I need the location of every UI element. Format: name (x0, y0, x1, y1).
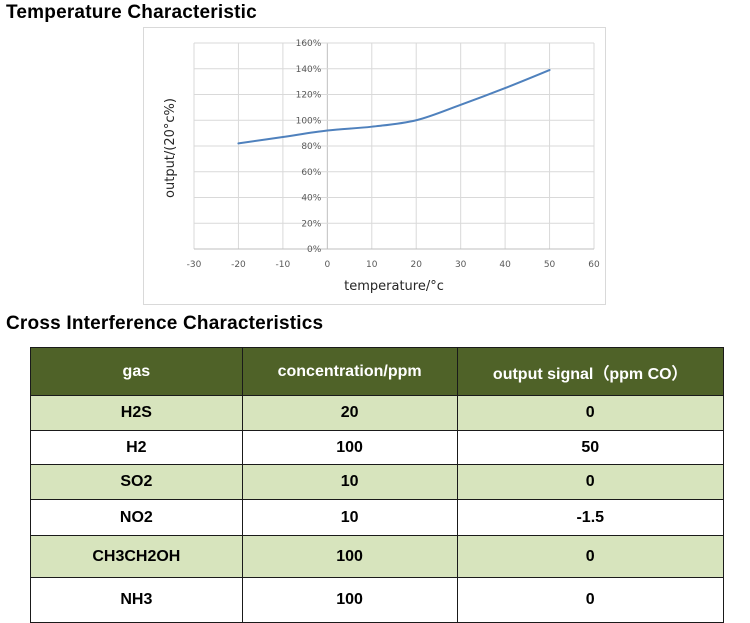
y-tick-label: 0% (307, 245, 322, 255)
table-row: H2S 20 0 (30, 395, 725, 431)
x-tick-label: 60 (588, 260, 600, 270)
y-tick-label: 80% (301, 142, 321, 152)
cell-concentration: 10 (241, 499, 458, 536)
y-tick-label: 120% (296, 91, 322, 101)
cross-interference-table: gas concentration/ppm output signal（ppm … (30, 347, 725, 623)
cell-gas: CH3CH2OH (30, 535, 243, 578)
x-tick-label: 40 (499, 260, 511, 270)
cell-concentration: 10 (241, 464, 458, 500)
x-tick-label: 10 (366, 260, 378, 270)
cell-output: -1.5 (456, 499, 725, 536)
table-row: H2 100 50 (30, 430, 725, 465)
y-tick-label: 140% (296, 65, 322, 75)
cell-gas: SO2 (30, 464, 243, 500)
x-tick-label: -10 (276, 260, 291, 270)
cell-output: 0 (456, 535, 725, 578)
y-tick-label: 160% (296, 39, 322, 49)
table-row: CH3CH2OH 100 0 (30, 535, 725, 578)
cell-output: 0 (456, 464, 725, 500)
y-axis-ticks: 0% 20% 40% 60% 80% 100% 120% 140% 160% (296, 39, 322, 255)
cell-gas: H2S (30, 395, 243, 431)
cell-gas: NO2 (30, 499, 243, 536)
x-tick-label: 20 (410, 260, 422, 270)
cell-gas: NH3 (30, 577, 243, 623)
table-header-row: gas concentration/ppm output signal（ppm … (30, 347, 725, 396)
table-row: SO2 10 0 (30, 464, 725, 500)
output-line (237, 69, 551, 145)
cell-concentration: 100 (241, 535, 458, 578)
y-tick-label: 100% (296, 116, 322, 126)
y-axis-label: output/(20°c%) (163, 98, 178, 198)
cell-output: 0 (456, 577, 725, 623)
temperature-characteristic-title: Temperature Characteristic (6, 2, 257, 23)
y-tick-label: 40% (301, 194, 321, 204)
column-header-output-signal: output signal（ppm CO） (456, 347, 725, 396)
table-row: NH3 100 0 (30, 577, 725, 623)
y-tick-label: 20% (301, 219, 321, 229)
x-tick-label: -30 (187, 260, 202, 270)
x-axis-ticks: -30 -20 -10 0 10 20 30 40 50 60 (187, 260, 600, 270)
cell-concentration: 100 (241, 577, 458, 623)
x-tick-label: -20 (231, 260, 246, 270)
cross-interference-title: Cross Interference Characteristics (6, 313, 324, 334)
chart-grid (193, 42, 595, 250)
table-row: NO2 10 -1.5 (30, 499, 725, 536)
x-tick-label: 50 (544, 260, 556, 270)
cell-concentration: 100 (241, 430, 458, 465)
x-tick-label: 30 (455, 260, 467, 270)
x-axis-label: temperature/°c (344, 279, 444, 294)
temperature-chart: 0% 20% 40% 60% 80% 100% 120% 140% 160% -30 -20 -10… (143, 27, 606, 305)
temperature-chart-svg: 0% 20% 40% 60% 80% 100% 120% 140% 160% -30 -20 -10… (163, 39, 600, 294)
cell-concentration: 20 (241, 395, 458, 431)
column-header-concentration: concentration/ppm (241, 347, 458, 396)
cell-output: 0 (456, 395, 725, 431)
y-tick-label: 60% (301, 168, 321, 178)
cell-output: 50 (456, 430, 725, 465)
cell-gas: H2 (30, 430, 243, 465)
x-tick-label: 0 (324, 260, 330, 270)
column-header-gas: gas (30, 347, 243, 396)
